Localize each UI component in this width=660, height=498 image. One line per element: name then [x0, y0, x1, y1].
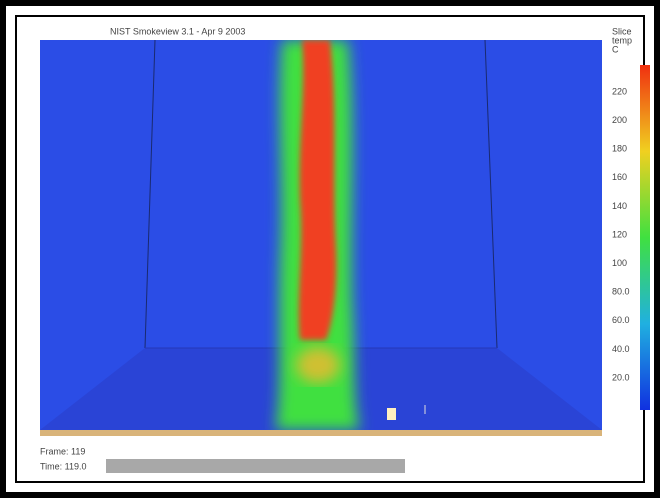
edge	[144, 40, 156, 349]
colorbar-title: Slice	[612, 26, 632, 36]
colorbar-label: 20.0	[612, 372, 630, 382]
colorbar	[640, 65, 650, 410]
plume-warm	[296, 347, 340, 383]
time-label: Time: 119.0	[40, 461, 87, 471]
colorbar-title: C	[612, 44, 619, 54]
colorbar-label: 140	[612, 201, 627, 211]
colorbar-gradient	[640, 65, 650, 410]
floor-strip	[40, 430, 602, 436]
fire-object	[387, 408, 396, 420]
colorbar-label: 100	[612, 258, 627, 268]
colorbar-label: 220	[612, 86, 627, 96]
time-bar[interactable]	[106, 459, 405, 473]
frame-label: Frame: 119	[40, 446, 85, 456]
edge	[484, 40, 498, 349]
colorbar-label: 180	[612, 144, 627, 154]
colorbar-label: 40.0	[612, 344, 630, 354]
scene	[40, 40, 602, 430]
colorbar-label: 160	[612, 172, 627, 182]
colorbar-title: temp	[612, 35, 632, 45]
colorbar-label: 200	[612, 115, 627, 125]
plume-core	[298, 40, 337, 340]
colorbar-label: 120	[612, 229, 627, 239]
colorbar-label: 60.0	[612, 315, 630, 325]
window-title: NIST Smokeview 3.1 - Apr 9 2003	[110, 26, 245, 36]
colorbar-label: 80.0	[612, 287, 630, 297]
